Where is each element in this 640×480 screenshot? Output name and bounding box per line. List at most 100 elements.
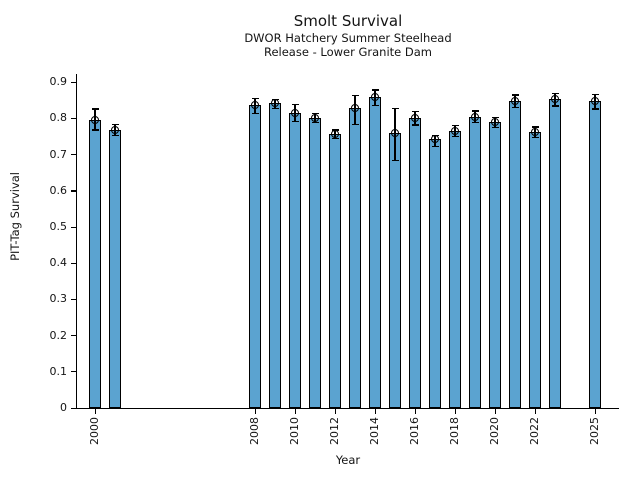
x-axis-spine xyxy=(76,408,619,410)
error-cap-top-2000 xyxy=(91,108,99,110)
error-cap-bottom-2001 xyxy=(111,134,119,137)
bar-2019 xyxy=(469,116,481,408)
y-axis-tick xyxy=(71,154,76,156)
bar-2021 xyxy=(509,101,521,408)
bar-2012 xyxy=(329,134,341,408)
point-marker-2025 xyxy=(591,97,599,106)
error-cap-bottom-2020 xyxy=(491,126,499,128)
bar-2009 xyxy=(269,103,281,408)
x-axis-tick xyxy=(594,409,596,414)
error-cap-bottom-2023 xyxy=(551,105,559,107)
chart-subtitle-line2: Release - Lower Granite Dam xyxy=(263,45,432,60)
point-marker-2012 xyxy=(331,130,339,139)
point-marker-2009 xyxy=(271,99,279,108)
y-axis-tick xyxy=(71,335,76,337)
point-marker-2019 xyxy=(471,112,479,121)
bar-2014 xyxy=(369,97,381,408)
x-tick-label: 2012 xyxy=(328,417,341,445)
error-cap-bottom-2012 xyxy=(331,137,339,140)
x-tick-label: 2025 xyxy=(588,417,601,445)
error-cap-top-2012 xyxy=(331,129,339,131)
y-axis-tick xyxy=(71,371,76,373)
point-marker-2008 xyxy=(251,101,259,110)
error-cap-bottom-2025 xyxy=(591,108,599,110)
error-cap-bottom-2018 xyxy=(451,135,459,138)
point-marker-2021 xyxy=(511,97,519,106)
bar-2011 xyxy=(309,117,321,408)
x-tick-label: 2016 xyxy=(408,417,421,445)
error-cap-bottom-2008 xyxy=(251,113,259,115)
bar-2000 xyxy=(89,120,101,408)
point-marker-2022 xyxy=(531,128,539,137)
bar-2022 xyxy=(529,132,541,408)
chart-titles: Smolt Survival DWOR Hatchery Summer Stee… xyxy=(77,12,619,60)
y-tick-label: 0.9 xyxy=(49,75,68,89)
x-axis-tick xyxy=(494,409,496,414)
error-cap-top-2021 xyxy=(511,94,519,96)
error-cap-bottom-2016 xyxy=(411,124,419,126)
x-axis-tick xyxy=(254,409,256,414)
y-axis-tick xyxy=(71,81,76,83)
y-axis-spine xyxy=(76,74,78,408)
x-axis-label: Year xyxy=(335,453,361,467)
point-marker-2001 xyxy=(111,126,119,135)
chart-subtitle-line1: DWOR Hatchery Summer Steelhead xyxy=(244,30,452,45)
error-cap-bottom-2019 xyxy=(471,121,479,124)
x-tick-label: 2022 xyxy=(528,417,541,445)
point-marker-2010 xyxy=(291,108,299,117)
bar-2016 xyxy=(409,117,421,408)
x-axis-tick xyxy=(374,409,376,414)
error-cap-bottom-2022 xyxy=(531,137,539,139)
y-tick-label: 0.3 xyxy=(49,292,68,306)
point-marker-2013 xyxy=(351,104,359,113)
error-cap-top-2013 xyxy=(351,95,359,97)
error-cap-top-2017 xyxy=(431,134,439,136)
error-cap-bottom-2017 xyxy=(431,146,439,148)
error-cap-bottom-2015 xyxy=(391,159,399,161)
bar-2013 xyxy=(349,108,361,408)
y-tick-label: 0.7 xyxy=(49,147,68,161)
y-tick-label: 0.5 xyxy=(49,220,68,234)
y-tick-label: 0.8 xyxy=(49,111,68,125)
point-marker-2000 xyxy=(91,116,99,125)
error-cap-top-2020 xyxy=(491,117,499,119)
x-tick-label: 2010 xyxy=(288,417,301,445)
y-tick-label: 0.4 xyxy=(49,256,68,270)
y-tick-label: 0.2 xyxy=(49,328,68,342)
point-marker-2014 xyxy=(371,93,379,102)
point-marker-2020 xyxy=(491,118,499,127)
y-axis-tick xyxy=(71,262,76,264)
x-tick-label: 2000 xyxy=(88,417,101,445)
bar-2017 xyxy=(429,139,441,408)
x-axis-tick xyxy=(534,409,536,414)
point-marker-2015 xyxy=(391,129,399,138)
y-axis-tick xyxy=(71,190,76,192)
x-tick-label: 2020 xyxy=(488,417,501,445)
x-axis-tick xyxy=(454,409,456,414)
x-axis-tick xyxy=(94,409,96,414)
bar-2025 xyxy=(589,101,601,408)
error-cap-bottom-2011 xyxy=(311,121,319,124)
y-axis-label: PIT-Tag Survival xyxy=(8,172,22,261)
point-marker-2023 xyxy=(551,94,559,103)
y-tick-label: 0.1 xyxy=(49,364,68,378)
bar-2008 xyxy=(249,105,261,408)
error-cap-top-2019 xyxy=(471,110,479,112)
bar-2018 xyxy=(449,131,461,408)
error-cap-top-2008 xyxy=(251,97,259,99)
bar-2010 xyxy=(289,112,301,408)
error-cap-top-2022 xyxy=(531,126,539,128)
y-axis-tick xyxy=(71,117,76,120)
error-cap-top-2016 xyxy=(411,111,419,113)
error-cap-top-2015 xyxy=(391,107,399,110)
y-tick-label: 0 xyxy=(60,401,67,414)
error-cap-bottom-2000 xyxy=(91,129,99,131)
point-marker-2016 xyxy=(411,113,419,122)
point-marker-2018 xyxy=(451,127,459,136)
bar-2023 xyxy=(549,98,561,408)
error-cap-top-2001 xyxy=(111,123,119,125)
x-axis-tick xyxy=(334,409,336,414)
error-cap-top-2025 xyxy=(591,93,599,95)
